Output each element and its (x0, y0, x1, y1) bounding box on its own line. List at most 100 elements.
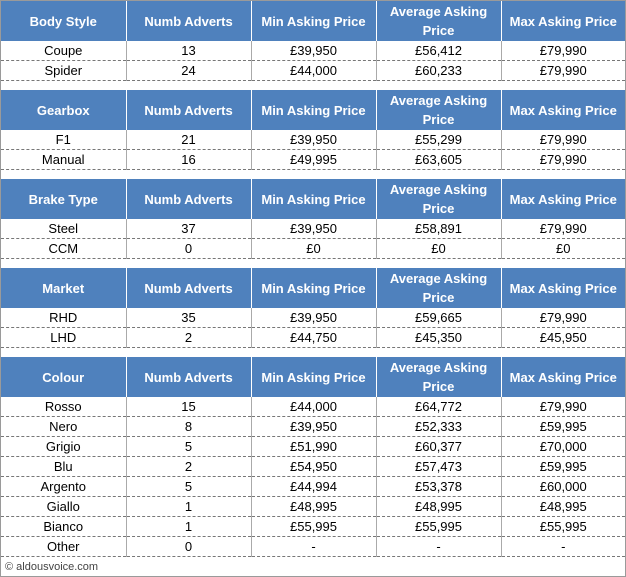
data-cell: Nero (1, 416, 126, 437)
table-head: Colour Numb Adverts Min Asking Price Averag… (1, 357, 625, 397)
data-cell: £39,950 (250, 219, 376, 239)
data-cell: £49,995 (250, 149, 376, 170)
data-cell: £45,350 (375, 327, 501, 348)
header-cell: Gearbox (1, 90, 126, 130)
data-cell: £55,299 (375, 130, 501, 150)
footer: © aldousvoice.com (5, 561, 99, 573)
data-cell: £39,950 (250, 416, 376, 437)
data-cell: £60,000 (500, 476, 625, 497)
header-cell: Min Asking Price (250, 179, 376, 219)
header-cell: Brake Type (1, 179, 126, 219)
data-cell: £79,990 (500, 308, 625, 328)
header-cell: Max Asking Price (500, 1, 625, 41)
table-head: Market Numb Adverts Min Asking Price Averag… (1, 268, 625, 308)
data-cell: £48,995 (250, 496, 376, 517)
data-cell: 0 (125, 536, 251, 557)
data-row: Rosso 15 £44,000 £64,772 £79,990 (1, 397, 625, 417)
table-body: RHD 35 £39,950 £59,665 £79,990 LHD 2 £44,750 £45… (1, 308, 625, 348)
data-row: Other 0- - - (1, 536, 625, 557)
table-head: Gearbox Numb Adverts Min Asking Price Avera… (1, 90, 625, 130)
data-cell: £59,995 (500, 456, 625, 477)
data-row: Steel 37 £39,950 £58,891 £79,990 (1, 219, 625, 239)
data-cell: £56,412 (375, 41, 501, 61)
data-cell: 1 (125, 496, 251, 517)
header-cell: Numb Adverts (125, 268, 251, 308)
data-cell: £44,000 (250, 60, 376, 81)
data-row: Coupe 13 £39,950 £56,412 £79,990 (1, 41, 625, 61)
table-body: Coupe 13 £39,950 £56,412 £79,990 Spider 24 £44,… (1, 41, 625, 81)
data-cell: £70,000 (500, 436, 625, 457)
data-row: LHD 2 £44,750 £45,350 £45,950 (1, 327, 625, 348)
header-row: Brake Type Numb Adverts Min Asking Price Av… (1, 179, 625, 219)
data-cell: RHD (1, 308, 126, 328)
data-cell: £79,990 (500, 130, 625, 150)
data-cell: 16 (125, 149, 251, 170)
header-cell: Min Asking Price (250, 268, 376, 308)
data-cell: £48,995 (375, 496, 501, 517)
data-cell: 13 (125, 41, 251, 61)
data-cell: 1 (125, 516, 251, 537)
data-cell: LHD (1, 327, 126, 348)
data-cell: £48,995 (500, 496, 625, 517)
data-cell: £79,990 (500, 60, 625, 81)
header-cell: Max Asking Price (500, 90, 625, 130)
data-cell: £57,473 (375, 456, 501, 477)
data-cell: CCM (1, 238, 126, 259)
data-cell: 0 (125, 238, 251, 259)
data-table: Gearbox Numb Adverts Min Asking Price Avera… (1, 90, 625, 170)
table-body: Rosso 15 £44,000 £64,772 £79,990 Nero 8 £39,950… (1, 397, 625, 557)
header-cell: Market (1, 268, 126, 308)
data-cell: £55,995 (500, 516, 625, 537)
data-row: Blu 2 £54,950 £57,473 £59,995 (1, 456, 625, 477)
data-row: Spider 24 £44,000 £60,233 £79,990 (1, 60, 625, 81)
data-cell: £59,665 (375, 308, 501, 328)
data-row: RHD 35 £39,950 £59,665 £79,990 (1, 308, 625, 328)
data-table: Colour Numb Adverts Min Asking Price Averag… (1, 357, 625, 557)
data-cell: 37 (125, 219, 251, 239)
header-cell: Max Asking Price (500, 179, 625, 219)
header-cell: Average Asking Price (375, 90, 501, 130)
header-cell: Numb Adverts (125, 357, 251, 397)
data-cell: £60,377 (375, 436, 501, 457)
table-body: F1 21 £39,950 £55,299 £79,990 Manual 16 £49,995… (1, 130, 625, 170)
data-cell: £63,605 (375, 149, 501, 170)
data-cell: 2 (125, 456, 251, 477)
data-cell: £64,772 (375, 397, 501, 417)
data-cell: £54,950 (250, 456, 376, 477)
data-cell: Rosso (1, 397, 126, 417)
data-cell: Grigio (1, 436, 126, 457)
data-cell: £79,990 (500, 41, 625, 61)
header-cell: Min Asking Price (250, 90, 376, 130)
data-cell: £60,233 (375, 60, 501, 81)
data-table: Body Style Numb Adverts Min Asking Price Av… (1, 1, 625, 81)
data-cell: Steel (1, 219, 126, 239)
data-cell: 8 (125, 416, 251, 437)
data-cell: 15 (125, 397, 251, 417)
header-row: Colour Numb Adverts Min Asking Price Averag… (1, 357, 625, 397)
table-head: Body Style Numb Adverts Min Asking Price Av… (1, 1, 625, 41)
data-cell: £79,990 (500, 149, 625, 170)
data-cell: 5 (125, 476, 251, 497)
data-cell: 21 (125, 130, 251, 150)
header-cell: Average Asking Price (375, 179, 501, 219)
data-cell: £53,378 (375, 476, 501, 497)
data-cell: - (250, 536, 376, 557)
data-cell: £79,990 (500, 219, 625, 239)
data-cell: Other (1, 536, 126, 557)
table-head: Brake Type Numb Adverts Min Asking Price Av… (1, 179, 625, 219)
data-cell: £44,000 (250, 397, 376, 417)
data-cell: F1 (1, 130, 126, 150)
data-cell: Argento (1, 476, 126, 497)
data-row: Grigio 5 £51,990 £60,377 £70,000 (1, 436, 625, 457)
data-cell: £79,990 (500, 397, 625, 417)
header-cell: Colour (1, 357, 126, 397)
header-row: Gearbox Numb Adverts Min Asking Price Avera… (1, 90, 625, 130)
data-cell: 24 (125, 60, 251, 81)
data-cell: Coupe (1, 41, 126, 61)
header-cell: Max Asking Price (500, 357, 625, 397)
header-cell: Average Asking Price (375, 1, 501, 41)
data-cell: 35 (125, 308, 251, 328)
data-row: F1 21 £39,950 £55,299 £79,990 (1, 130, 625, 150)
header-cell: Numb Adverts (125, 1, 251, 41)
